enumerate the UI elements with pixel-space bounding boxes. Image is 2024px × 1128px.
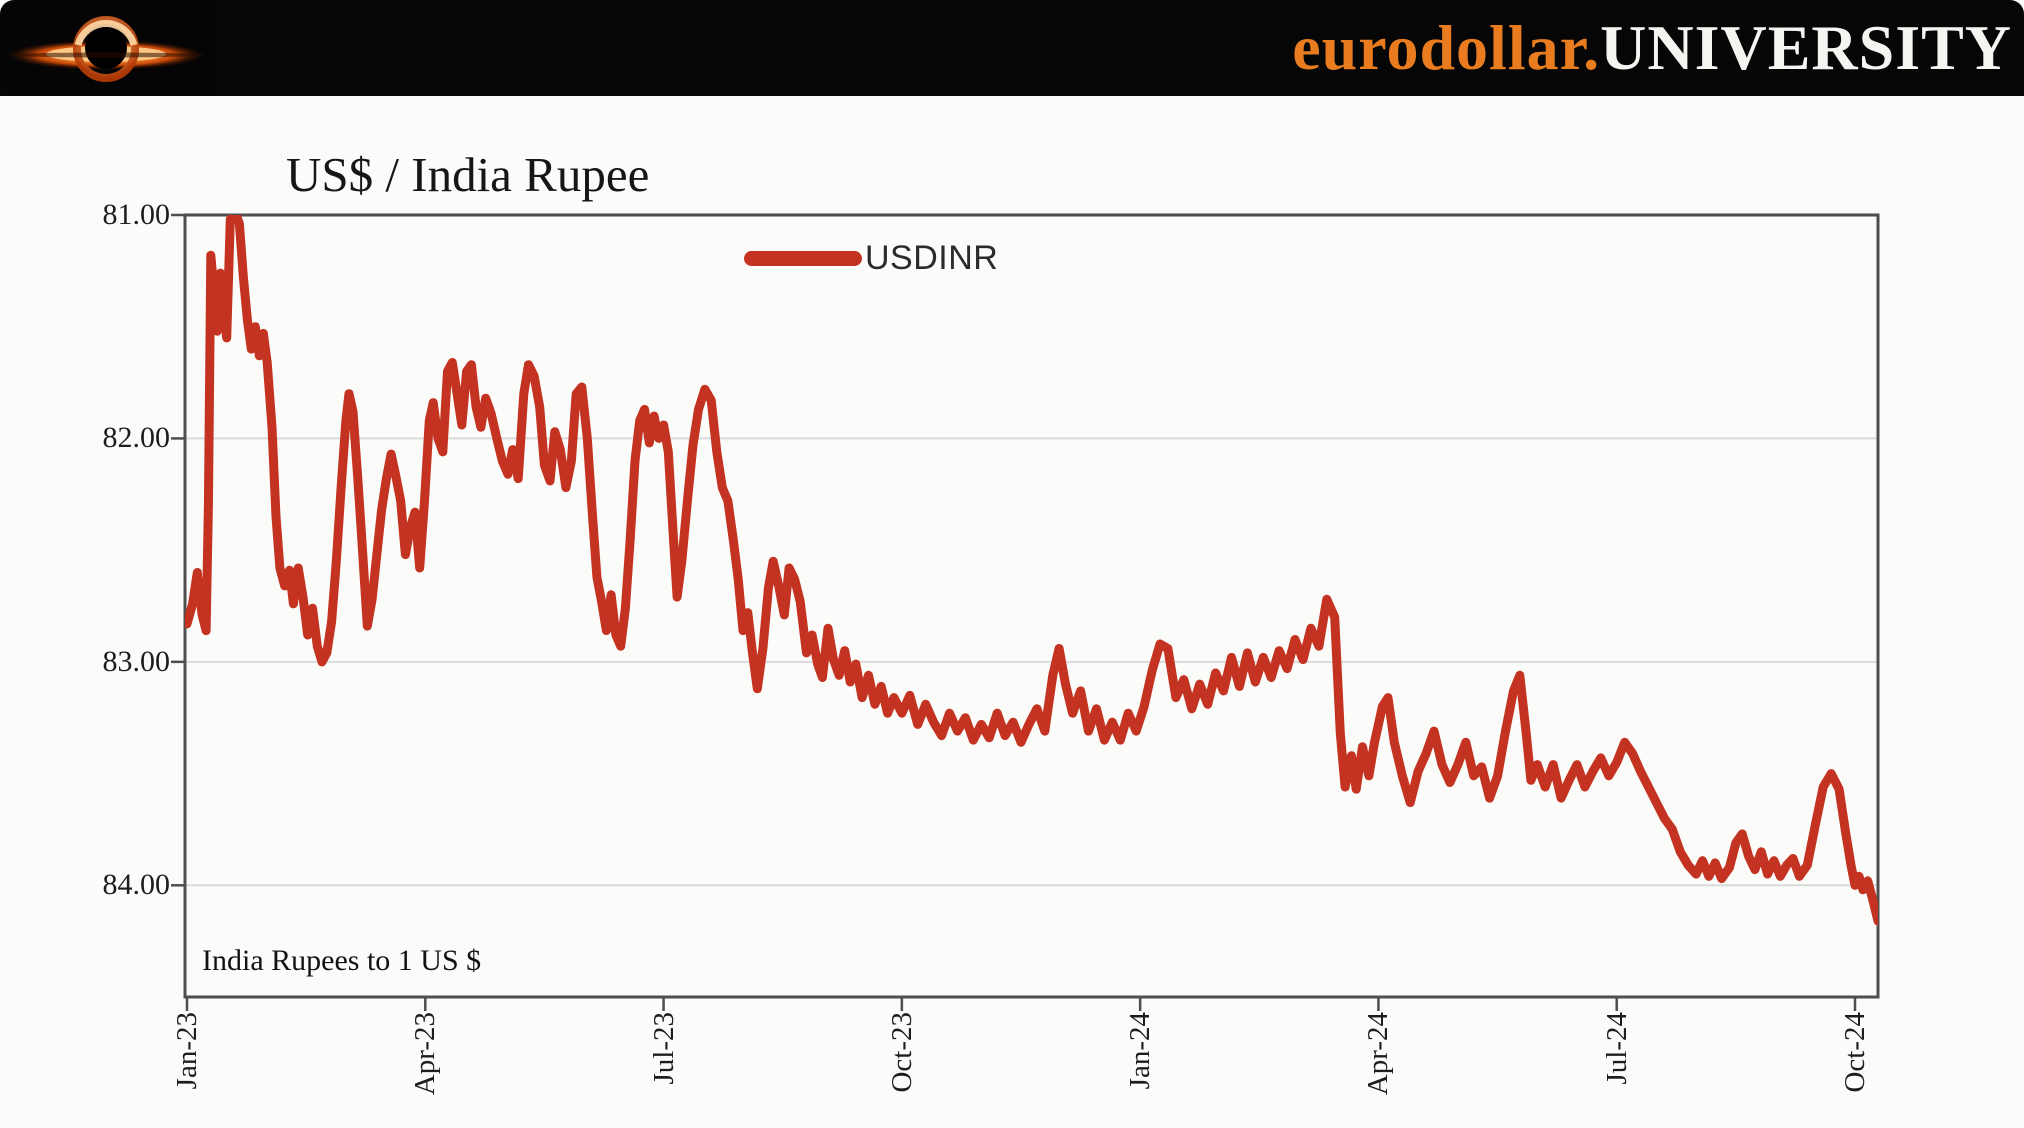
header-bar: eurodollar. UNIVERSITY	[0, 0, 2024, 96]
y-axis-label-83.00: 83.00	[102, 644, 171, 678]
y-axis-label-82.00: 82.00	[102, 421, 171, 455]
x-axis-label-Apr-23: Apr-23	[409, 1012, 442, 1096]
x-axis-label-Jan-23: Jan-23	[171, 1012, 203, 1090]
x-axis-label-Oct-23: Oct-23	[885, 1012, 918, 1093]
black-hole-logo-icon	[6, 3, 216, 93]
chart-footnote: India Rupees to 1 US $	[202, 944, 482, 977]
usdinr-line-series	[185, 215, 1878, 926]
x-axis-label-Jul-24: Jul-24	[1600, 1012, 1633, 1085]
chart-title: US$ / India Rupee	[286, 147, 650, 202]
brand-eurodollar: eurodollar.	[1292, 12, 1601, 83]
x-axis-label-Apr-24: Apr-24	[1362, 1012, 1395, 1096]
x-axis-label-Jan-24: Jan-24	[1124, 1012, 1157, 1090]
x-axis-label-Oct-24: Oct-24	[1839, 1012, 1871, 1093]
legend-series-label: USDINR	[865, 238, 999, 277]
y-axis-label-81.00: 81.00	[102, 198, 171, 231]
x-axis-label-Jul-23: Jul-23	[647, 1012, 680, 1085]
brand-university: UNIVERSITY	[1600, 12, 2012, 83]
plot-border	[183, 213, 1880, 999]
chart-legend: USDINR	[744, 238, 999, 277]
brand-wordmark: eurodollar. UNIVERSITY	[1292, 0, 2012, 96]
y-axis-label-84.00: 84.00	[102, 868, 171, 902]
legend-line-swatch	[744, 250, 862, 266]
